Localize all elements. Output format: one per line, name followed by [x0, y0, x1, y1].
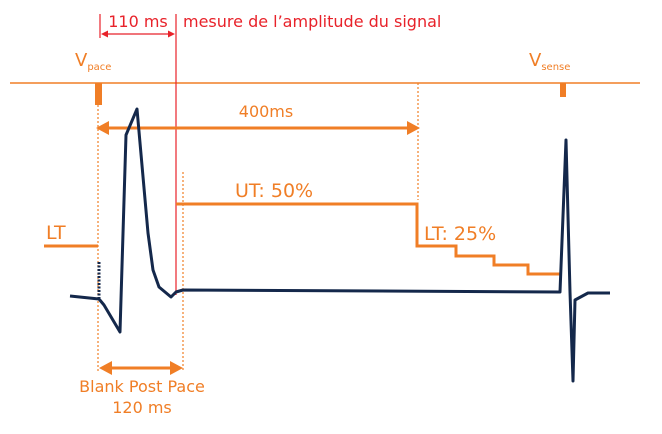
arrowhead-400-left — [96, 121, 109, 135]
signal-waveform — [69, 107, 610, 383]
label-mesure: mesure de l’amplitude du signal — [183, 12, 441, 31]
vpace-marker — [95, 83, 102, 105]
label-lt-right: LT: 25% — [424, 223, 496, 245]
red-arrowhead-right — [168, 30, 175, 38]
label-blank-line1: Blank Post Pace — [79, 377, 205, 396]
arrowhead-blank-left — [99, 361, 112, 375]
label-400ms: 400ms — [239, 102, 293, 121]
label-vsense: Vsense — [529, 50, 570, 73]
label-vpace: Vpace — [75, 50, 111, 73]
red-arrowhead-left — [101, 30, 108, 38]
arrowhead-400-right — [407, 121, 420, 135]
threshold-staircase — [176, 202, 560, 276]
label-lt-left: LT — [46, 222, 66, 244]
vsense-marker — [560, 83, 566, 97]
label-110ms: 110 ms — [108, 12, 168, 31]
arrowhead-blank-right — [170, 361, 183, 375]
label-blank-line2: 120 ms — [112, 398, 172, 417]
label-ut: UT: 50% — [235, 180, 313, 202]
